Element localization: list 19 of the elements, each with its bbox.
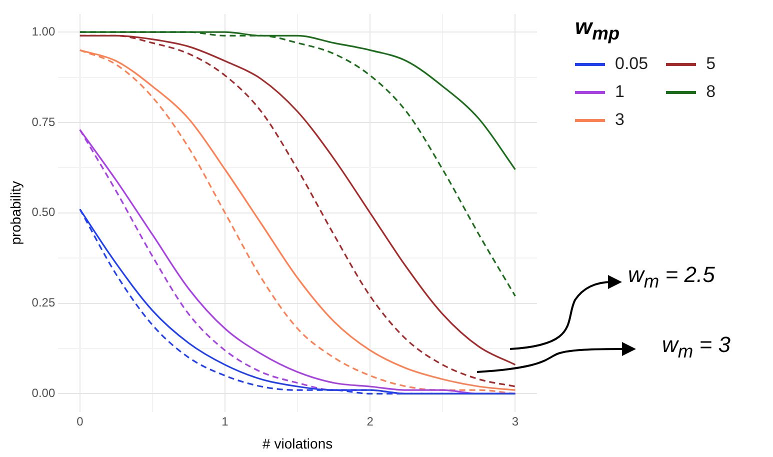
legend-label: 3 (615, 110, 624, 130)
y-tick-label: 0.50 (32, 205, 56, 220)
y-tick-label: 0.25 (32, 296, 56, 310)
x-tick-label: 2 (366, 414, 374, 428)
legend-label: 1 (615, 82, 624, 102)
y-axis-title: probability (7, 180, 24, 245)
legend-label: 0.05 (615, 54, 648, 74)
x-axis-title: # violations (262, 435, 333, 452)
x-tick-label: 0 (76, 414, 84, 428)
text: w$_{m}$ = 3 (662, 332, 730, 362)
legend-label: 8 (706, 82, 716, 102)
x-tick-label: 3 (512, 414, 519, 428)
y-tick-label: 0.75 (32, 114, 56, 129)
x-tick-label: 1 (222, 414, 229, 428)
y-tick-label: 0.00 (32, 386, 56, 400)
text: w$_{m}$ = 2.5 (628, 262, 715, 292)
y-tick-label: 1.00 (32, 24, 56, 38)
legend-label: 5 (706, 54, 716, 74)
legend-title: w$_{mp}$ (575, 14, 621, 44)
